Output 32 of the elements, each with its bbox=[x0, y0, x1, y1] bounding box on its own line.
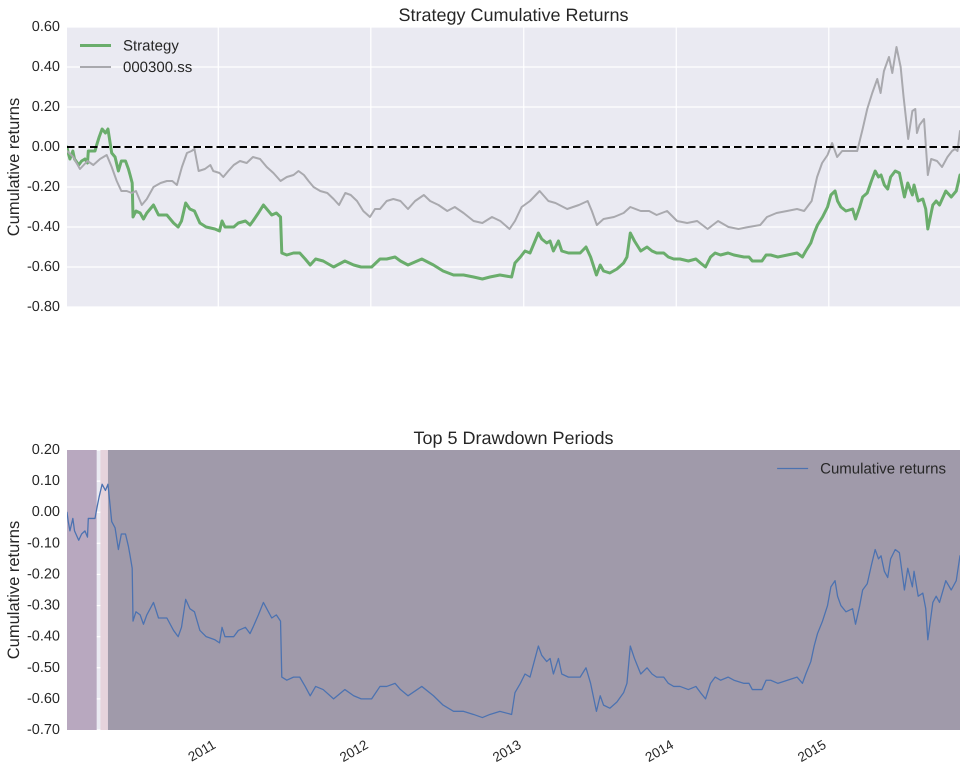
y-tick-label: -0.20 bbox=[26, 179, 60, 195]
y-tick-label: 0.00 bbox=[32, 139, 60, 155]
y-tick-label: 0.00 bbox=[32, 504, 60, 520]
y-tick-label: -0.30 bbox=[26, 598, 60, 614]
y-tick-label: 0.20 bbox=[32, 442, 60, 458]
x-tick-label: 2015 bbox=[795, 736, 829, 765]
chart-title: Top 5 Drawdown Periods bbox=[413, 428, 614, 448]
x-tick-label: 2012 bbox=[337, 736, 371, 765]
y-tick-label: -0.60 bbox=[26, 259, 60, 275]
y-tick-label: -0.20 bbox=[26, 566, 60, 582]
chart-title: Strategy Cumulative Returns bbox=[398, 5, 629, 25]
y-tick-label: 0.60 bbox=[32, 19, 60, 35]
y-tick-label: -0.10 bbox=[26, 535, 60, 552]
x-tick-label: 2011 bbox=[186, 736, 218, 764]
y-tick-label: -0.60 bbox=[26, 690, 60, 707]
x-tick-label: 2014 bbox=[642, 736, 677, 765]
legend-label: 000300.ss bbox=[123, 58, 192, 76]
y-tick-label: -0.40 bbox=[26, 219, 60, 235]
y-tick-label: -0.70 bbox=[26, 722, 60, 738]
y-axis-title: Cumulative returns bbox=[5, 98, 23, 236]
y-tick-label: 0.40 bbox=[32, 59, 60, 75]
y-axis-title: Cumulative returns bbox=[5, 520, 23, 660]
legend-label: Cumulative returns bbox=[820, 460, 946, 477]
y-tick-label: 0.10 bbox=[32, 473, 60, 490]
y-tick-label: -0.50 bbox=[26, 660, 60, 676]
legend-label: Strategy bbox=[123, 37, 180, 54]
y-tick-label: -0.40 bbox=[26, 628, 60, 645]
y-tick-label: -0.80 bbox=[26, 299, 60, 315]
x-tick-label: 2013 bbox=[490, 736, 524, 765]
y-tick-label: 0.20 bbox=[32, 99, 60, 115]
line-series bbox=[67, 484, 960, 718]
line-series bbox=[67, 128, 960, 280]
